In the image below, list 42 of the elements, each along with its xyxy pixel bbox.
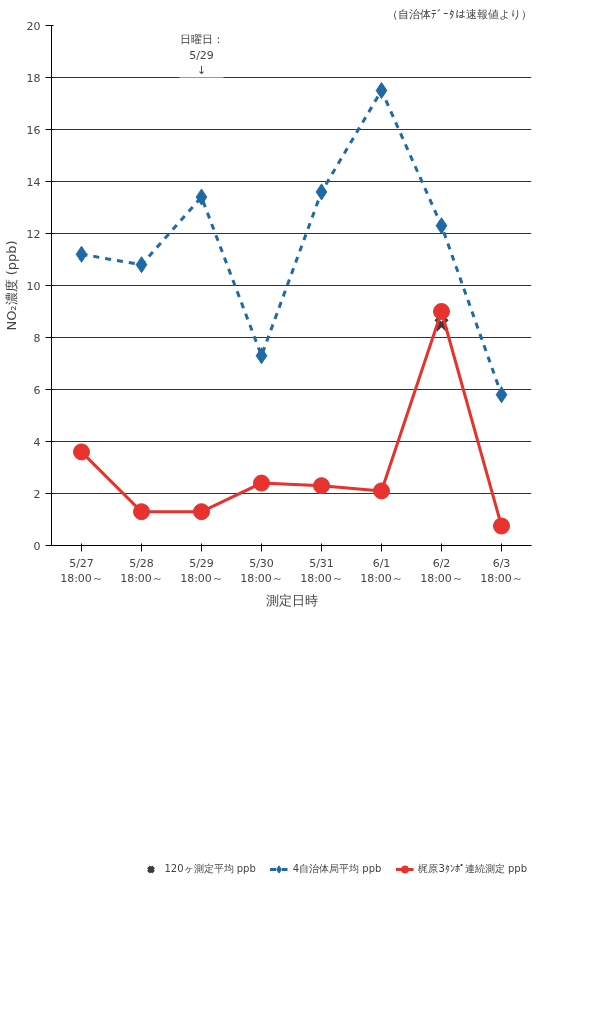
point — [133, 503, 150, 521]
annotation: 日曜日： 5/29 ↓ — [179, 33, 224, 78]
legend-label: 120ヶ測定平均 ppb — [164, 862, 256, 876]
y-tick-label: 14 — [26, 175, 41, 189]
text: （自治体ﾃﾞｰﾀは速報値より） — [386, 7, 532, 21]
point — [433, 303, 450, 320]
legend-label: 梶原3ﾀﾝﾎﾟ連続測定 ppb — [418, 862, 527, 876]
point — [75, 245, 88, 263]
point — [255, 347, 268, 365]
x-tick-label: 5/29 18:00～ — [180, 556, 223, 586]
y-tick-label: 6 — [33, 383, 41, 397]
x-tick-label: 6/3 18:00～ — [480, 556, 523, 586]
y-tick-label: 4 — [33, 435, 41, 449]
y-tick-label: 18 — [26, 71, 41, 85]
x-tick-label: 5/31 18:00～ — [300, 556, 343, 586]
y-tick-label: 0 — [33, 539, 41, 553]
point — [493, 517, 510, 535]
point — [193, 503, 210, 521]
y-tick-label: 2 — [33, 487, 41, 501]
y-tick-label: 16 — [26, 123, 41, 137]
x-tick-label: 5/27 18:00～ — [60, 556, 103, 586]
y-tick-label: 8 — [33, 331, 41, 345]
point — [435, 217, 448, 235]
y-tick-label: 20 — [26, 19, 41, 33]
point — [315, 183, 328, 201]
y-tick-label: 12 — [26, 227, 41, 241]
x-tick-label: 5/28 18:00～ — [120, 556, 163, 586]
point — [253, 474, 270, 492]
legend-label: 4自治体局平均 ppb — [292, 862, 382, 876]
x-tick-label: 6/2 18:00～ — [420, 556, 463, 586]
point — [313, 477, 330, 495]
y-axis-title: NO₂濃度 (ppb) — [3, 240, 19, 331]
x-tick-label: 6/1 18:00～ — [360, 556, 403, 586]
point — [495, 386, 508, 404]
point — [73, 443, 90, 461]
x-axis-title: 測定日時 — [265, 593, 318, 609]
point — [135, 256, 148, 274]
point — [375, 82, 388, 99]
y-tick-label: 10 — [26, 279, 41, 293]
x-tick-label: 5/30 18:00～ — [240, 556, 283, 586]
point — [373, 482, 390, 500]
point — [195, 188, 208, 206]
